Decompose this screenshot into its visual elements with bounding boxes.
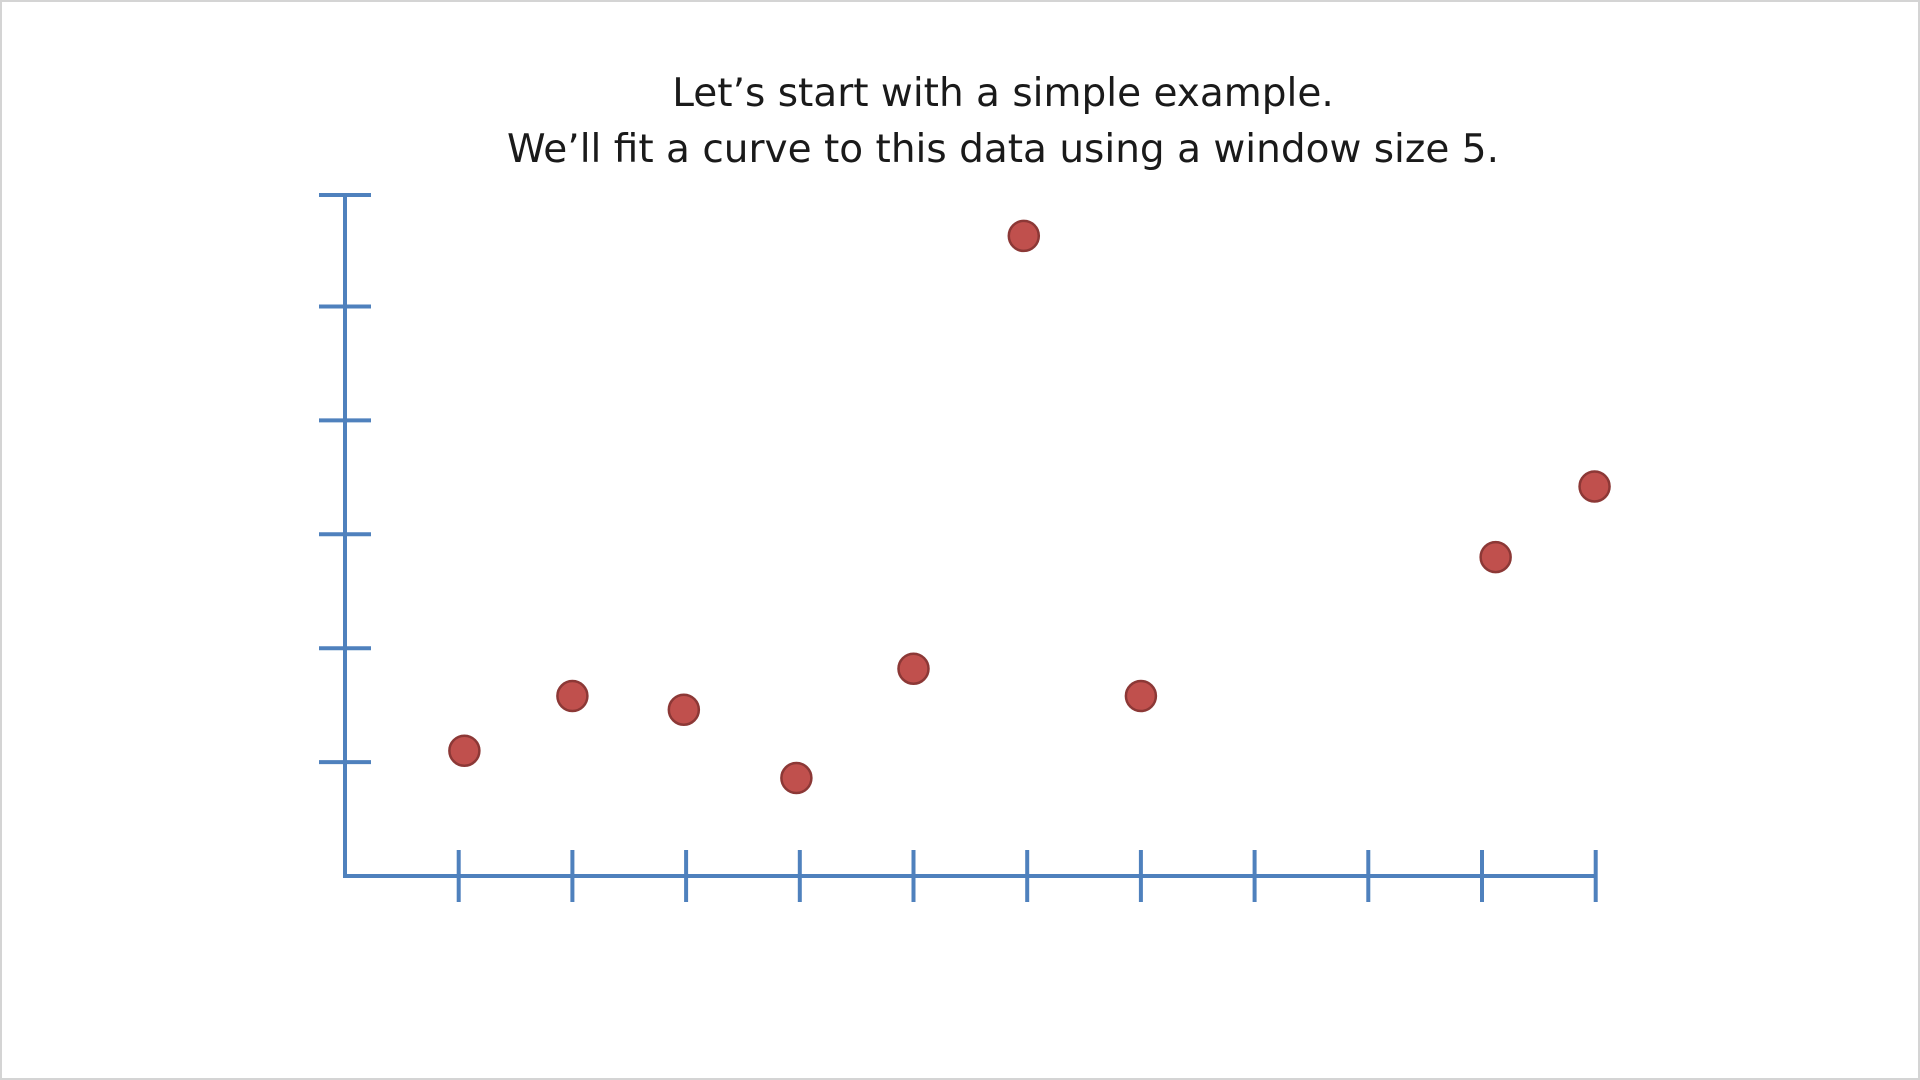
data-point-1 — [448, 734, 481, 767]
caption-line-1: Let’s start with a simple example. — [672, 71, 1334, 116]
data-point-7 — [1124, 679, 1158, 713]
data-point-3 — [667, 693, 701, 726]
data-points — [448, 219, 1611, 795]
slide-caption: Let’s start with a simple example. We’ll… — [2, 66, 1920, 178]
x-axis-ticks — [456, 850, 1598, 902]
data-point-5 — [897, 652, 930, 685]
data-point-8 — [1479, 540, 1512, 574]
y-axis-ticks — [319, 193, 371, 765]
caption-line-2: We’ll fit a curve to this data using a w… — [507, 127, 1499, 172]
data-point-6 — [1007, 219, 1041, 253]
data-point-4 — [780, 761, 813, 795]
axes-group — [319, 193, 1598, 902]
data-point-2 — [556, 679, 589, 713]
data-point-9 — [1578, 470, 1611, 503]
